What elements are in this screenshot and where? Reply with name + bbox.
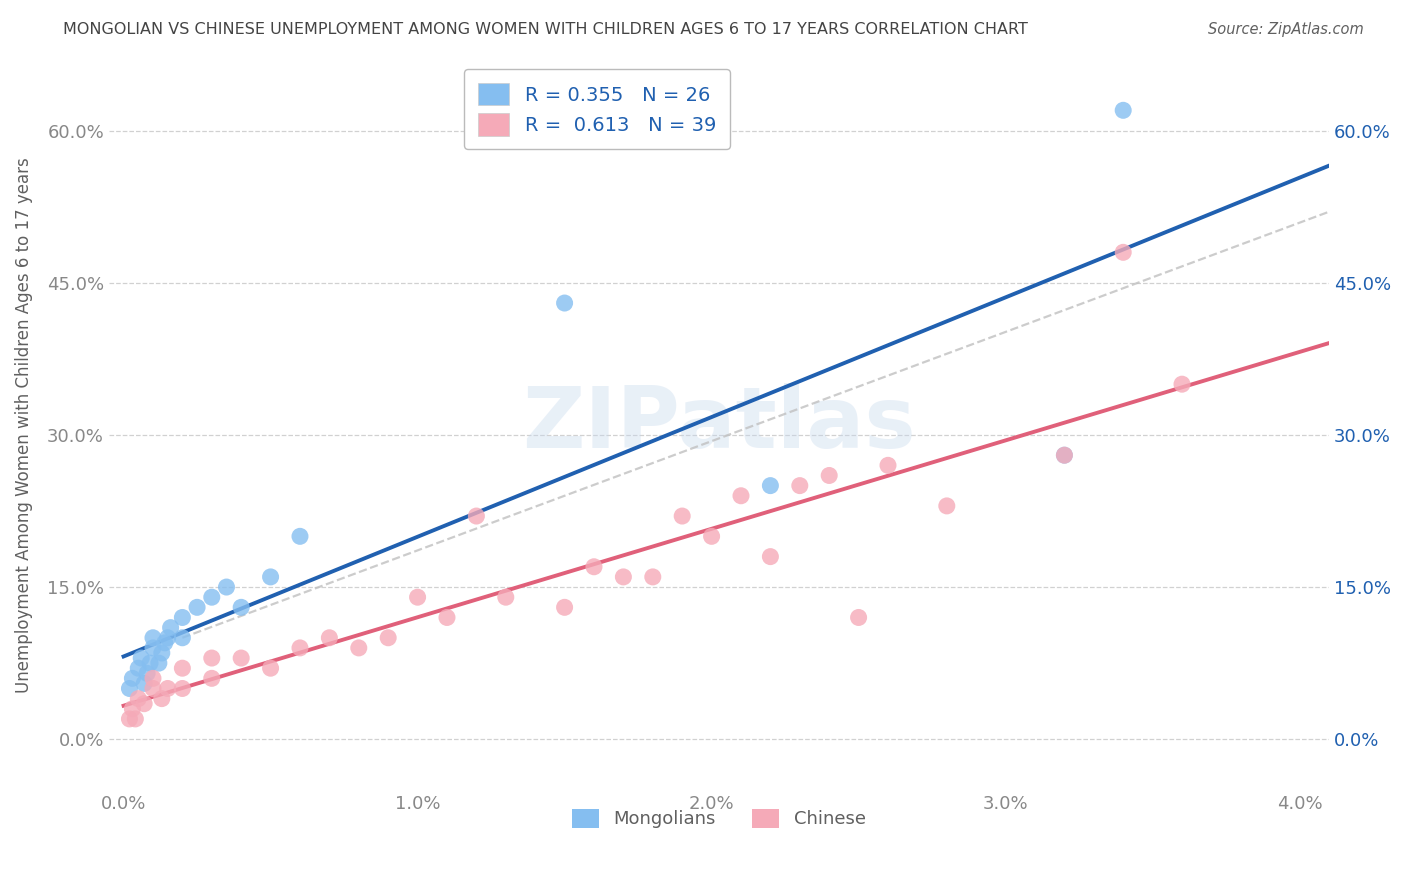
Point (1112, 245, 1135, 260)
Point (186, 600, 208, 615)
Point (153, 636, 176, 650)
Point (121, 702, 143, 716)
Point (201, 651, 224, 665)
Text: MONGOLIAN VS CHINESE UNEMPLOYMENT AMONG WOMEN WITH CHILDREN AGES 6 TO 17 YEARS C: MONGOLIAN VS CHINESE UNEMPLOYMENT AMONG … (63, 22, 1028, 37)
Point (347, 640, 370, 655)
Point (818, 468, 841, 483)
Point (671, 509, 693, 524)
Point (759, 549, 782, 564)
Point (465, 509, 488, 524)
Point (1171, 377, 1194, 392)
Point (436, 610, 458, 624)
Point (259, 570, 281, 584)
Point (150, 691, 173, 706)
Point (700, 529, 723, 543)
Point (150, 646, 173, 660)
Point (142, 640, 165, 655)
Point (134, 697, 156, 711)
Point (172, 610, 194, 624)
Point (288, 640, 311, 655)
Point (1053, 448, 1076, 462)
Point (554, 296, 576, 310)
Text: ZIPatlas: ZIPatlas (522, 384, 915, 467)
Point (554, 600, 576, 615)
Point (259, 661, 281, 675)
Point (877, 458, 900, 473)
Point (142, 681, 165, 696)
Point (172, 631, 194, 645)
Point (730, 489, 752, 503)
Point (127, 691, 149, 706)
Point (318, 631, 340, 645)
Point (127, 661, 149, 675)
Point (641, 570, 664, 584)
Point (121, 671, 143, 685)
Point (156, 681, 179, 696)
Point (215, 580, 238, 594)
Point (118, 681, 141, 696)
Point (129, 651, 152, 665)
Point (136, 666, 159, 681)
Point (789, 478, 811, 492)
Point (231, 600, 253, 615)
Point (148, 656, 170, 670)
Point (377, 631, 399, 645)
Point (935, 499, 957, 513)
Point (172, 681, 194, 696)
Point (495, 590, 517, 604)
Point (406, 590, 429, 604)
Point (612, 570, 634, 584)
Point (124, 712, 146, 726)
Point (201, 590, 224, 604)
Point (201, 671, 224, 685)
Point (118, 712, 141, 726)
Point (156, 631, 179, 645)
Point (142, 631, 165, 645)
Point (231, 651, 253, 665)
Point (142, 671, 165, 685)
Point (139, 656, 162, 670)
Point (159, 621, 181, 635)
Point (759, 478, 782, 492)
Point (1112, 103, 1135, 118)
Point (288, 529, 311, 543)
Point (172, 661, 194, 675)
Legend: Mongolians, Chinese: Mongolians, Chinese (565, 801, 873, 836)
Point (1053, 448, 1076, 462)
Point (848, 610, 870, 624)
Y-axis label: Unemployment Among Women with Children Ages 6 to 17 years: Unemployment Among Women with Children A… (15, 157, 32, 692)
Text: Source: ZipAtlas.com: Source: ZipAtlas.com (1208, 22, 1364, 37)
Point (134, 676, 156, 690)
Point (582, 559, 605, 574)
